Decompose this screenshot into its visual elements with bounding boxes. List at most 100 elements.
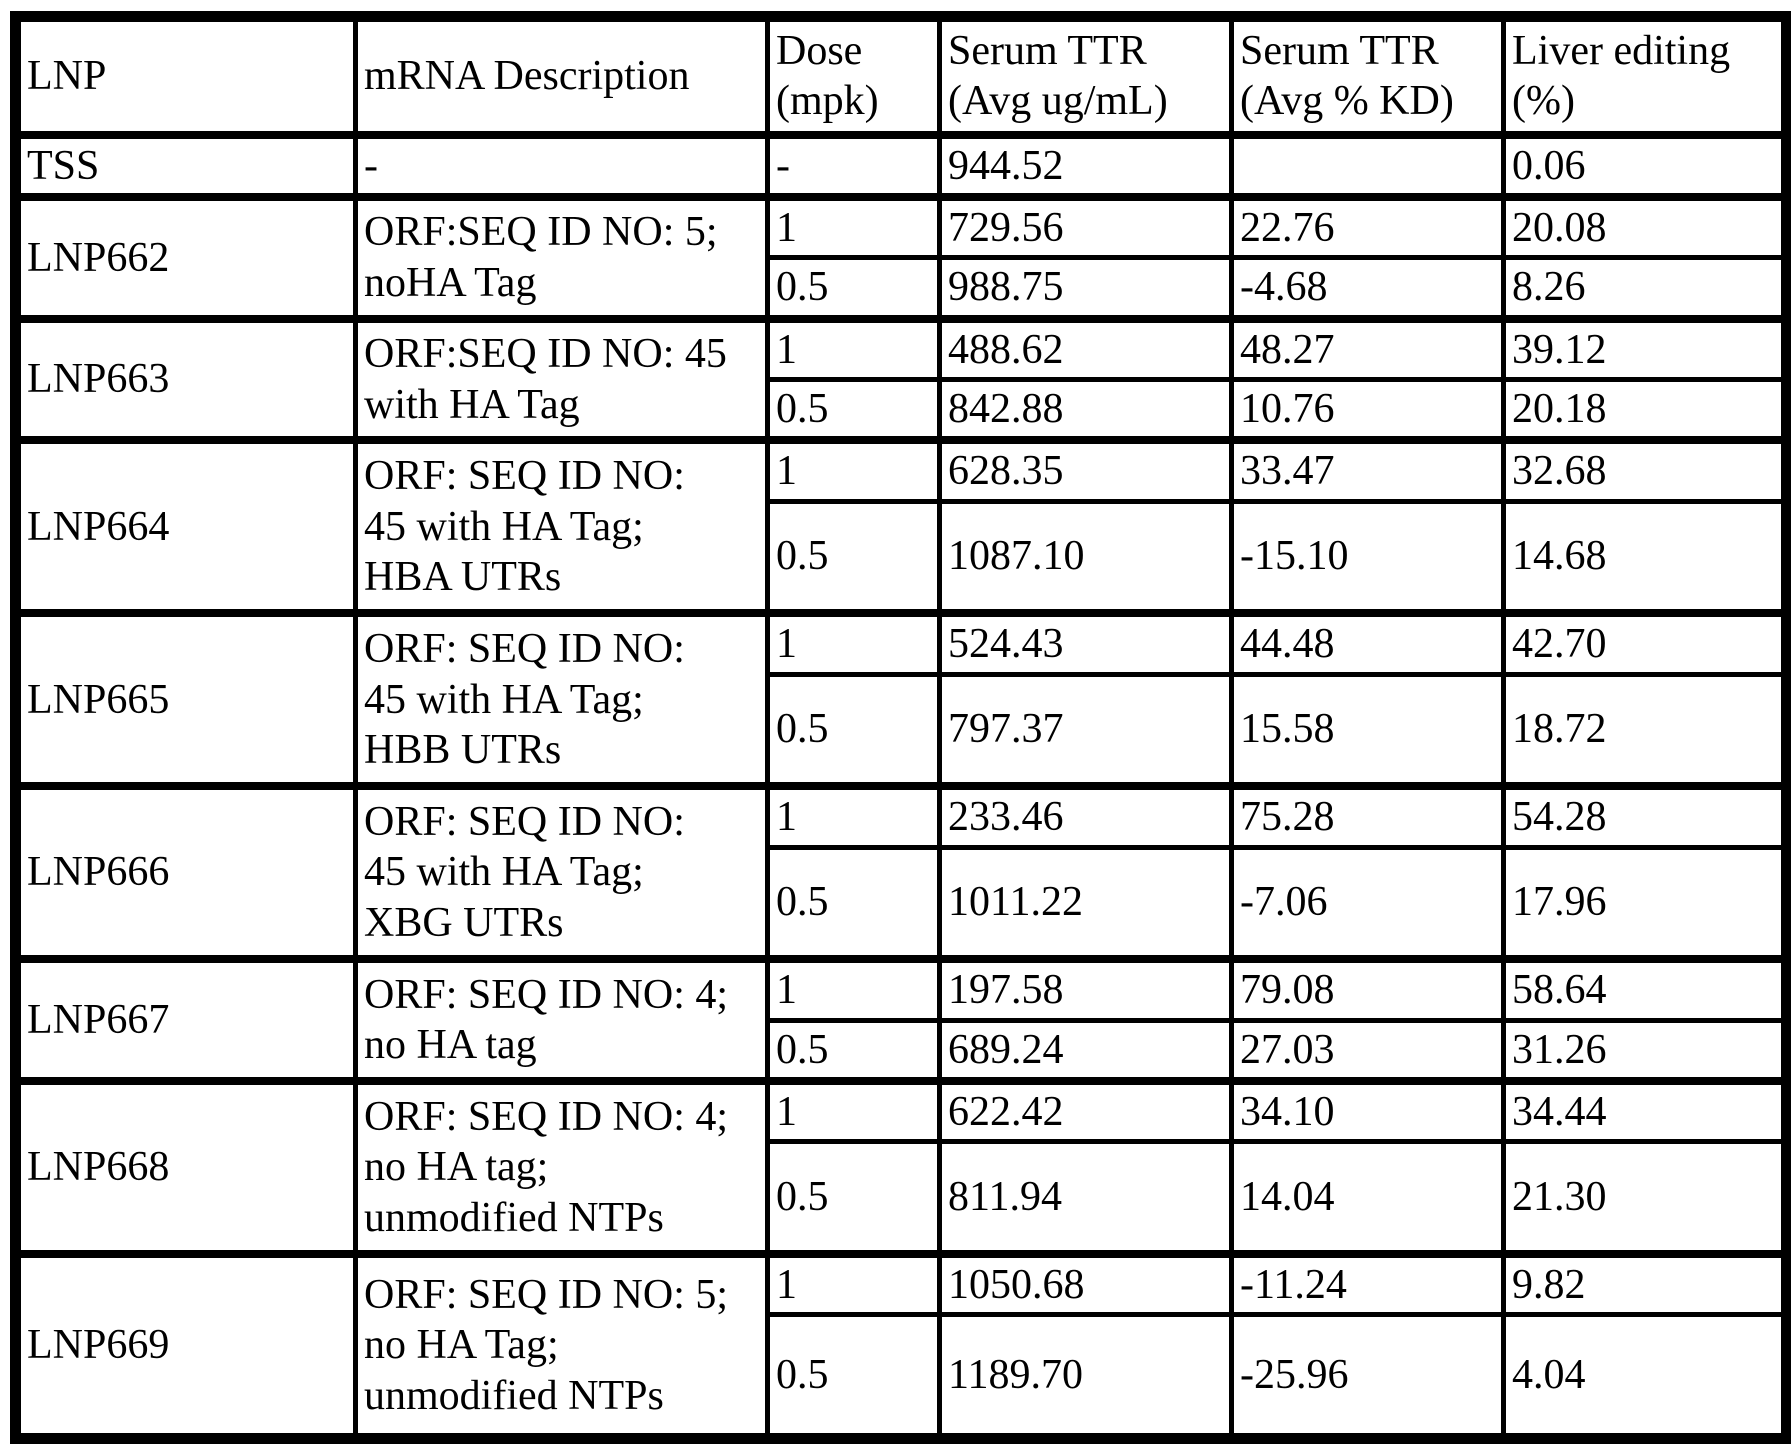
- table-header-row: LNP mRNA Description Dose (mpk) Serum TT…: [13, 14, 1789, 137]
- serum-ug-cell: 628.35: [937, 436, 1234, 504]
- serum-ug-cell: 1050.68: [937, 1249, 1234, 1318]
- dose-cell: 1: [765, 314, 942, 383]
- serum-kd-cell: 33.47: [1229, 436, 1506, 504]
- table-row: 0.5 1011.22 -7.06 17.96: [16, 844, 1789, 962]
- dose-cell: 1: [765, 1249, 942, 1318]
- column-header-serum-ttr-kd: Serum TTR (Avg % KD): [1229, 14, 1506, 137]
- liver-cell: 18.72: [1501, 671, 1789, 789]
- liver-cell: 14.68: [1501, 498, 1789, 616]
- table-row: 0.5 689.24 27.03 31.26: [16, 1017, 1789, 1084]
- table-row: LNP665 ORF: SEQ ID NO: 45 with HA Tag; H…: [13, 609, 1789, 789]
- serum-kd-cell: 22.76: [1229, 192, 1506, 261]
- mrna-cell: ORF: SEQ ID NO: 4; no HA tag: [353, 955, 770, 1084]
- serum-kd-cell: [1229, 130, 1506, 200]
- mrna-cell: -: [353, 130, 770, 200]
- serum-kd-cell: 10.76: [1229, 377, 1506, 443]
- lnp-results-table: LNP mRNA Description Dose (mpk) Serum TT…: [10, 11, 1791, 1444]
- serum-ug-cell: 622.42: [937, 1076, 1234, 1145]
- liver-cell: 8.26: [1501, 255, 1789, 322]
- lnp-cell: LNP664: [13, 436, 358, 616]
- liver-cell: 21.30: [1501, 1139, 1789, 1257]
- dose-cell: 0.5: [765, 1017, 942, 1084]
- serum-kd-cell: -15.10: [1229, 498, 1506, 616]
- serum-kd-cell: 75.28: [1229, 782, 1506, 850]
- liver-cell: 4.04: [1501, 1312, 1789, 1442]
- liver-cell: 17.96: [1501, 844, 1789, 962]
- table-row: LNP668 ORF: SEQ ID NO: 4; no HA tag; unm…: [13, 1076, 1789, 1257]
- table-row: 0.5 797.37 15.58 18.72: [16, 671, 1789, 789]
- liver-cell: 20.18: [1501, 377, 1789, 443]
- serum-kd-cell: 44.48: [1229, 609, 1506, 677]
- lnp-cell: LNP663: [13, 314, 358, 443]
- mrna-cell: ORF: SEQ ID NO: 5; no HA Tag; unmodified…: [353, 1249, 770, 1442]
- liver-cell: 32.68: [1501, 436, 1789, 504]
- table-row: LNP669 ORF: SEQ ID NO: 5; no HA Tag; unm…: [13, 1249, 1789, 1442]
- dose-cell: 0.5: [765, 1139, 942, 1257]
- serum-ug-cell: 729.56: [937, 192, 1234, 261]
- table-row: LNP662 ORF:SEQ ID NO: 5; noHA Tag 1 729.…: [13, 192, 1789, 322]
- dose-cell: 1: [765, 955, 942, 1023]
- column-header-mrna-description: mRNA Description: [353, 14, 770, 137]
- lnp-cell: LNP668: [13, 1076, 358, 1257]
- dose-cell: 1: [765, 1076, 942, 1145]
- serum-ug-cell: 988.75: [937, 255, 1234, 322]
- liver-cell: 31.26: [1501, 1017, 1789, 1084]
- dose-cell: 0.5: [765, 1312, 942, 1442]
- liver-cell: 0.06: [1501, 130, 1789, 200]
- liver-cell: 54.28: [1501, 782, 1789, 850]
- liver-cell: 9.82: [1501, 1249, 1789, 1318]
- lnp-cell: LNP662: [13, 192, 358, 322]
- serum-kd-cell: -4.68: [1229, 255, 1506, 322]
- lnp-cell: LNP669: [13, 1249, 358, 1442]
- dose-cell: 1: [765, 782, 942, 850]
- table-row: 0.5 811.94 14.04 21.30: [16, 1139, 1789, 1257]
- column-header-lnp: LNP: [13, 14, 358, 137]
- table-row: LNP663 ORF:SEQ ID NO: 45 with HA Tag 1 4…: [13, 314, 1789, 443]
- serum-kd-cell: 48.27: [1229, 314, 1506, 383]
- lnp-cell: TSS: [13, 130, 358, 200]
- table-row: LNP667 ORF: SEQ ID NO: 4; no HA tag 1 19…: [13, 955, 1789, 1084]
- column-header-dose: Dose (mpk): [765, 14, 942, 137]
- mrna-cell: ORF:SEQ ID NO: 45 with HA Tag: [353, 314, 770, 443]
- dose-cell: 1: [765, 436, 942, 504]
- serum-ug-cell: 1189.70: [937, 1312, 1234, 1442]
- mrna-cell: ORF: SEQ ID NO: 45 with HA Tag; HBA UTRs: [353, 436, 770, 616]
- dose-cell: 1: [765, 192, 942, 261]
- serum-kd-cell: 79.08: [1229, 955, 1506, 1023]
- serum-kd-cell: 14.04: [1229, 1139, 1506, 1257]
- serum-ug-cell: 1087.10: [937, 498, 1234, 616]
- table-row: TSS - - 944.52 0.06: [13, 130, 1789, 200]
- column-header-liver-editing: Liver editing (%): [1501, 14, 1789, 137]
- serum-ug-cell: 1011.22: [937, 844, 1234, 962]
- serum-kd-cell: -25.96: [1229, 1312, 1506, 1442]
- mrna-cell: ORF: SEQ ID NO: 45 with HA Tag; XBG UTRs: [353, 782, 770, 962]
- mrna-cell: ORF: SEQ ID NO: 4; no HA tag; unmodified…: [353, 1076, 770, 1257]
- table-row: 0.5 988.75 -4.68 8.26: [16, 255, 1789, 322]
- serum-ug-cell: 524.43: [937, 609, 1234, 677]
- dose-cell: 0.5: [765, 498, 942, 616]
- table-row: LNP664 ORF: SEQ ID NO: 45 with HA Tag; H…: [13, 436, 1789, 616]
- serum-ug-cell: 811.94: [937, 1139, 1234, 1257]
- serum-ug-cell: 797.37: [937, 671, 1234, 789]
- column-header-serum-ttr-ug: Serum TTR (Avg ug/mL): [937, 14, 1234, 137]
- table-row: 0.5 842.88 10.76 20.18: [16, 377, 1789, 443]
- dose-cell: 0.5: [765, 377, 942, 443]
- liver-cell: 34.44: [1501, 1076, 1789, 1145]
- serum-kd-cell: 34.10: [1229, 1076, 1506, 1145]
- dose-cell: -: [765, 130, 942, 200]
- liver-cell: 42.70: [1501, 609, 1789, 677]
- dose-cell: 0.5: [765, 671, 942, 789]
- serum-ug-cell: 689.24: [937, 1017, 1234, 1084]
- liver-cell: 20.08: [1501, 192, 1789, 261]
- dose-cell: 0.5: [765, 255, 942, 322]
- serum-kd-cell: 27.03: [1229, 1017, 1506, 1084]
- serum-ug-cell: 488.62: [937, 314, 1234, 383]
- lnp-cell: LNP667: [13, 955, 358, 1084]
- mrna-cell: ORF: SEQ ID NO: 45 with HA Tag; HBB UTRs: [353, 609, 770, 789]
- lnp-cell: LNP666: [13, 782, 358, 962]
- mrna-cell: ORF:SEQ ID NO: 5; noHA Tag: [353, 192, 770, 322]
- serum-kd-cell: 15.58: [1229, 671, 1506, 789]
- dose-cell: 0.5: [765, 844, 942, 962]
- serum-kd-cell: -7.06: [1229, 844, 1506, 962]
- serum-kd-cell: -11.24: [1229, 1249, 1506, 1318]
